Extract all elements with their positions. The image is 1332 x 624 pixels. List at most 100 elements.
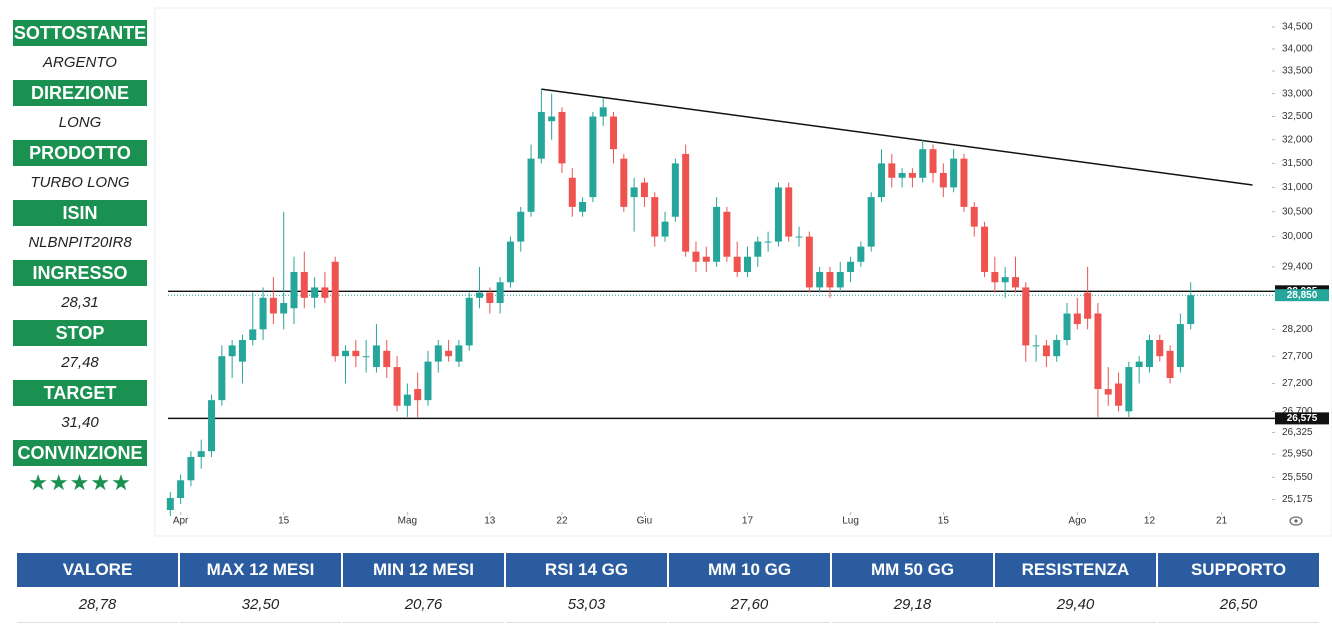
field-label: CONVINZIONE bbox=[13, 440, 147, 466]
candle-body bbox=[795, 236, 803, 238]
x-tick-label: Lug bbox=[842, 516, 859, 527]
column-header: SUPPORTO bbox=[1158, 553, 1319, 587]
candle-body bbox=[599, 107, 607, 117]
candle-body bbox=[414, 389, 422, 401]
field-value: 28,31 bbox=[61, 294, 99, 311]
candle-body bbox=[754, 241, 762, 257]
candle-body bbox=[1032, 345, 1040, 347]
candle-body bbox=[527, 158, 535, 212]
candle-body bbox=[372, 345, 380, 368]
x-tick-label: 21 bbox=[1216, 516, 1228, 527]
field-value: TURBO LONG bbox=[30, 174, 130, 191]
x-tick-label: 13 bbox=[484, 516, 496, 527]
y-tick-label: 30,500 bbox=[1282, 206, 1313, 217]
settings-icon[interactable] bbox=[1289, 516, 1303, 526]
candle-body bbox=[1094, 313, 1102, 390]
cell: 32,50 bbox=[180, 587, 341, 623]
y-tick-label: 25,550 bbox=[1282, 472, 1313, 483]
candle-body bbox=[558, 111, 566, 164]
candle-body bbox=[805, 236, 813, 288]
candle-body bbox=[393, 367, 401, 406]
header-row: VALORE MAX 12 MESI MIN 12 MESI RSI 14 GG MM … bbox=[17, 553, 1319, 587]
candle-body bbox=[692, 251, 700, 262]
candle-body bbox=[1073, 313, 1081, 325]
x-tick-label: 12 bbox=[1144, 516, 1156, 527]
field-value: ARGENTO bbox=[43, 54, 117, 71]
field-label: DIREZIONE bbox=[13, 80, 147, 106]
x-tick-label: Mag bbox=[398, 516, 417, 527]
candle-body bbox=[208, 400, 216, 452]
candle-body bbox=[177, 480, 185, 499]
column-header: MIN 12 MESI bbox=[343, 553, 504, 587]
candle-body bbox=[434, 345, 442, 362]
candle-body bbox=[640, 182, 648, 198]
y-tick-label: 26,700 bbox=[1282, 406, 1313, 417]
candle-body bbox=[723, 211, 731, 257]
x-tick-label: 15 bbox=[278, 516, 290, 527]
price-tag bbox=[1275, 412, 1329, 425]
candle-body bbox=[898, 172, 906, 178]
candle-body bbox=[321, 287, 329, 298]
candle-body bbox=[785, 187, 793, 237]
candle-body bbox=[506, 241, 514, 283]
trendline bbox=[541, 88, 1253, 186]
cell: 53,03 bbox=[506, 587, 667, 623]
y-tick-label: 28,200 bbox=[1282, 324, 1313, 335]
candle-body bbox=[280, 303, 288, 314]
cell: 27,60 bbox=[669, 587, 830, 623]
candle-body bbox=[774, 187, 782, 242]
candle-body bbox=[424, 361, 432, 401]
value-row: 28,78 32,50 20,76 53,03 27,60 29,18 29,40 26,50 bbox=[17, 587, 1319, 623]
candle-body bbox=[816, 271, 824, 288]
field-value: 27,48 bbox=[61, 354, 99, 371]
candle-body bbox=[1011, 277, 1019, 288]
candle-body bbox=[537, 111, 545, 159]
candle-body bbox=[981, 226, 989, 272]
y-tick-label: 30,000 bbox=[1282, 231, 1313, 242]
candle-body bbox=[960, 158, 968, 207]
y-tick-label: 33,000 bbox=[1282, 88, 1313, 99]
candle-body bbox=[300, 271, 308, 298]
candle-body bbox=[950, 158, 958, 188]
cell: 28,78 bbox=[17, 587, 178, 623]
column-header: MM 10 GG bbox=[669, 553, 830, 587]
candle-body bbox=[218, 356, 226, 401]
candle-body bbox=[1022, 287, 1030, 346]
field-value: NLBNPIT20IR8 bbox=[28, 234, 132, 251]
column-header: RESISTENZA bbox=[995, 553, 1156, 587]
x-tick-label: 17 bbox=[742, 516, 754, 527]
y-tick-label: 29,400 bbox=[1282, 262, 1313, 273]
field-label: STOP bbox=[13, 320, 147, 346]
y-tick-label: 34,000 bbox=[1282, 44, 1313, 55]
candle-body bbox=[733, 256, 741, 272]
candle-body bbox=[187, 456, 195, 481]
candle-body bbox=[197, 451, 205, 457]
candle-body bbox=[671, 163, 679, 217]
candle-body bbox=[290, 271, 298, 309]
candle-body bbox=[579, 201, 587, 212]
candle-body bbox=[826, 271, 834, 288]
column-header: MAX 12 MESI bbox=[180, 553, 341, 587]
cell: 29,40 bbox=[995, 587, 1156, 623]
x-tick-label: Giu bbox=[637, 516, 653, 527]
candle-body bbox=[1084, 292, 1092, 319]
candle-body bbox=[238, 340, 246, 362]
x-tick-label: 22 bbox=[556, 516, 568, 527]
column-header: RSI 14 GG bbox=[506, 553, 667, 587]
candle-body bbox=[589, 116, 597, 198]
candle-body bbox=[331, 261, 339, 357]
field-label: ISIN bbox=[13, 200, 147, 226]
candle-body bbox=[1176, 324, 1184, 368]
candle-body bbox=[445, 350, 453, 357]
candle-body bbox=[403, 394, 411, 406]
candle-body bbox=[166, 498, 174, 510]
candle-body bbox=[867, 197, 875, 247]
candle-body bbox=[1053, 340, 1061, 357]
candle-body bbox=[929, 149, 937, 173]
candle-body bbox=[476, 292, 484, 298]
candle-body bbox=[1104, 389, 1112, 395]
candle-body bbox=[259, 297, 267, 330]
y-tick-label: 34,500 bbox=[1282, 22, 1313, 33]
y-tick-label: 32,000 bbox=[1282, 134, 1313, 145]
